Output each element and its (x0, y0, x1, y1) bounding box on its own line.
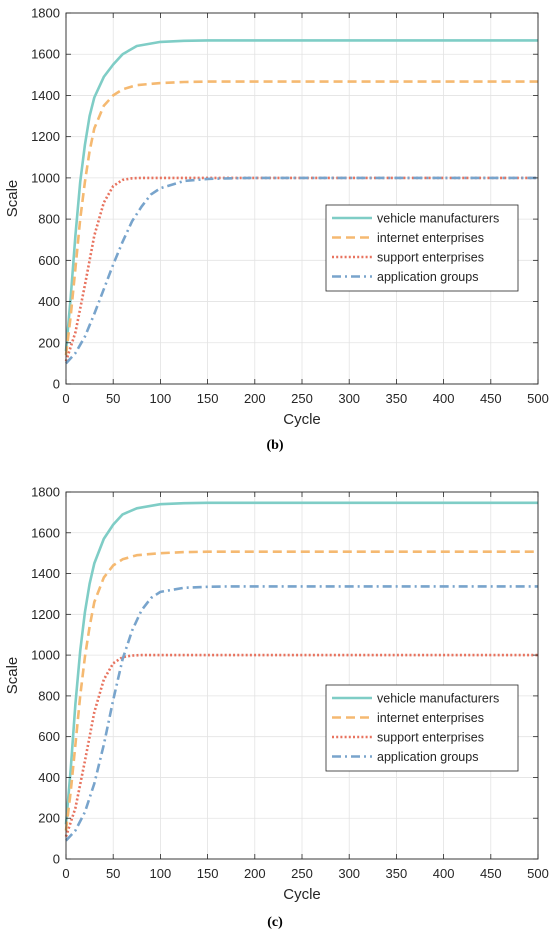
legend-label: application groups (377, 750, 478, 764)
chart-panel-b: 0 50 100 150 200 250 300 350 400 450 500 0 200 400 600… (4, 6, 549, 454)
x-tick-label: 250 (291, 866, 313, 881)
x-tick-label: 500 (527, 391, 549, 406)
x-tick-label: 200 (244, 866, 266, 881)
x-tick-label: 0 (62, 391, 69, 406)
y-tick-label: 1000 (31, 170, 60, 185)
x-tick-label: 250 (291, 391, 313, 406)
legend-label: internet enterprises (377, 231, 484, 245)
legend-label: internet enterprises (377, 711, 484, 725)
y-tick-label: 400 (38, 294, 60, 309)
y-tick-label: 1200 (31, 129, 60, 144)
y-tick-label: 0 (53, 377, 60, 392)
x-tick-label: 200 (244, 391, 266, 406)
x-tick-label: 400 (433, 866, 455, 881)
y-tick-label: 600 (38, 729, 60, 744)
x-axis-label: Cycle (283, 411, 321, 428)
y-tick-label: 600 (38, 253, 60, 268)
y-tick-label: 200 (38, 335, 60, 350)
x-tick-label: 100 (150, 391, 172, 406)
x-tick-label: 300 (338, 866, 360, 881)
x-tick-label: 300 (338, 391, 360, 406)
series-line-internet-enterprises (64, 550, 538, 831)
series-line-support-enterprises (64, 653, 538, 838)
x-tick-label: 100 (150, 866, 172, 881)
y-tick-label: 400 (38, 770, 60, 785)
series-line-application-groups (65, 585, 538, 842)
x-axis-label: Cycle (283, 886, 321, 903)
panel-caption-b: (b) (266, 438, 284, 453)
panel-caption-c: (c) (267, 915, 283, 930)
x-tick-label: 350 (386, 866, 408, 881)
y-tick-label: 1600 (31, 525, 60, 540)
x-tick-label: 400 (433, 391, 455, 406)
x-tick-label: 0 (62, 866, 69, 881)
y-tick-label: 800 (38, 212, 60, 227)
series-line-vehicle-manufacturers (64, 501, 538, 825)
chart-panel-c: 0 50 100 150 200 250 300 350 400 450 500 0 200 400 600… (0, 469, 550, 938)
legend-label: vehicle manufacturers (377, 692, 499, 706)
y-axis-label: Scale (4, 657, 21, 695)
line-chart-c: 0 50 100 150 200 250 300 350 400 450 500 0 200 400 600… (4, 485, 549, 904)
series-line-vehicle-manufacturers (64, 39, 538, 352)
line-chart-b: 0 50 100 150 200 250 300 350 400 450 500 0 200 400 600… (4, 6, 549, 429)
legend-label: application groups (377, 270, 478, 284)
y-tick-label: 200 (38, 811, 60, 826)
x-tick-label: 50 (106, 391, 120, 406)
x-tick-label: 150 (197, 391, 219, 406)
x-tick-label: 450 (480, 866, 502, 881)
x-tick-label: 350 (386, 391, 408, 406)
y-tick-label: 1400 (31, 566, 60, 581)
y-tick-label: 0 (53, 852, 60, 867)
x-tick-label: 150 (197, 866, 219, 881)
y-tick-label: 1000 (31, 648, 60, 663)
y-tick-label: 1200 (31, 607, 60, 622)
legend-label: vehicle manufacturers (377, 212, 499, 226)
x-tick-label: 50 (106, 866, 120, 881)
y-tick-label: 1800 (31, 485, 60, 500)
x-tick-label: 450 (480, 391, 502, 406)
y-tick-label: 800 (38, 688, 60, 703)
legend-label: support enterprises (377, 731, 484, 745)
series-line-internet-enterprises (64, 80, 538, 356)
y-tick-label: 1400 (31, 88, 60, 103)
y-tick-label: 1800 (31, 6, 60, 21)
legend-label: support enterprises (377, 251, 484, 265)
y-tick-label: 1600 (31, 47, 60, 62)
x-tick-label: 500 (527, 866, 549, 881)
y-axis-label: Scale (4, 180, 21, 218)
